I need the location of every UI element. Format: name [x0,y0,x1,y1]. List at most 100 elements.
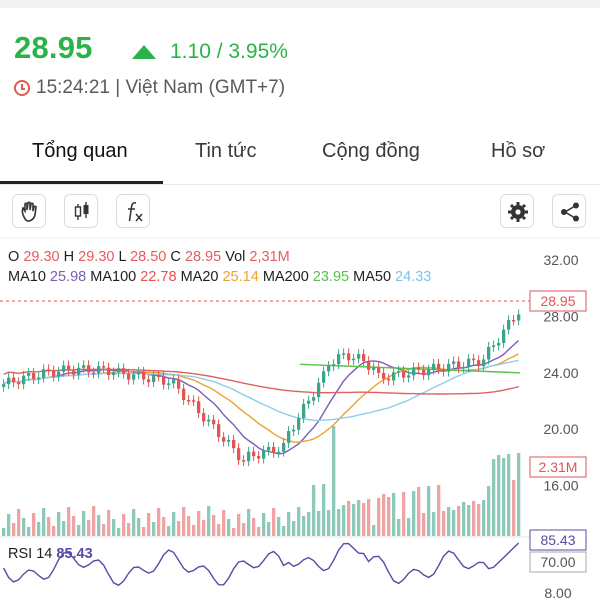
volume-bar [197,511,201,536]
volume-bar [497,455,501,536]
ma100-value: 22.78 [140,269,177,285]
chart-type-button[interactable] [64,194,98,228]
volume-bar [477,504,481,536]
candle-body [362,354,366,362]
ma20-label: MA20 [180,269,219,285]
volume-bar [247,509,251,536]
candle-body [302,403,306,419]
candle-body [62,365,66,372]
ohlc-close: 28.95 [184,249,222,265]
candle-body [417,367,421,370]
share-button[interactable] [552,194,586,228]
candle-body [332,364,336,366]
price-tick-label: 24.00 [543,365,578,381]
volume-bar [37,522,41,536]
candle-body [307,400,311,404]
volume-bar [92,506,96,536]
candle-body [212,419,216,425]
volume-bar [297,507,301,536]
volume-bar [22,518,26,536]
volume-bar [32,513,36,536]
candle-body [507,320,511,330]
volume-bar [172,512,176,536]
volume-bar [2,528,6,536]
tab-overview[interactable]: Tổng quan [32,140,128,162]
candle-body [187,400,191,402]
price-tick-label: 16.00 [543,478,578,494]
volume-bar [462,502,466,536]
candle-body [452,361,456,364]
volume-bar [132,509,136,536]
top-bar [0,0,600,8]
volume-bar [517,453,521,536]
candle-body [92,372,96,374]
draw-tool-button[interactable] [12,194,46,228]
candle-body [257,456,261,459]
ohlc-vol-label: Vol [225,249,246,265]
volume-bar [287,512,291,536]
candle-body [157,375,161,378]
volume-bar [372,525,376,536]
volume-bar [352,504,356,536]
candle-body [292,429,296,432]
tab-community[interactable]: Cộng đồng [322,140,420,162]
ma50-label: MA50 [353,269,392,285]
candle-body [172,379,176,384]
settings-button[interactable] [500,194,534,228]
candle-body [457,361,461,369]
volume-bar [242,523,246,536]
candle-body [472,358,476,361]
function-icon [128,202,143,222]
candle-body [77,367,81,375]
tab-profile[interactable]: Hồ sơ [491,140,546,162]
volume-bar [212,515,216,536]
ma100-line [3,368,519,395]
volume-bar [47,517,51,536]
price-change: 1.10 / 3.95% [132,40,288,64]
volume-bar [467,505,471,536]
candle-body [422,369,426,376]
ma100-label: MA100 [90,269,137,285]
volume-bar [87,520,91,536]
candle-body [37,377,41,380]
candle-body [217,424,221,438]
volume-bar [272,508,276,536]
candle-body [112,372,116,376]
volume-bar [277,517,281,536]
volume-bar [397,519,401,536]
volume-bar [382,494,386,536]
volume-bar [502,458,506,536]
volume-bar [412,491,416,536]
candle-body [337,354,341,365]
candle-body [167,383,171,385]
volume-bar [222,510,226,536]
volume-bar [112,519,116,536]
tab-news[interactable]: Tin tức [195,140,257,162]
volume-bar [437,485,441,536]
indicator-button[interactable] [116,194,150,228]
candle-body [392,372,396,381]
candle-body [22,375,26,385]
candle-body [242,460,246,462]
candle-body [67,365,71,371]
volume-bar [512,480,516,536]
volume-bar [257,527,261,536]
candle-body [122,368,126,374]
volume-bar [192,525,196,536]
clock-icon [14,80,30,96]
candle-body [57,371,61,377]
volume-bar [17,509,21,536]
volume-bar [187,516,191,536]
candle-body [487,346,491,360]
rsi-value: 85.43 [56,546,93,562]
volume-bar [137,518,141,536]
candle-body [407,375,411,378]
candle-body [357,354,361,359]
rsi-legend: RSI 14 85.43 [8,546,93,562]
candle-body [377,367,381,373]
volume-bar [72,516,76,536]
ma-legend: MA10 25.98 MA100 22.78 MA20 25.14 MA200 … [8,269,431,285]
rsi-current-tag [529,529,587,551]
quote-time: 15:24:21 | Việt Nam (GMT+7) [14,77,285,99]
ohlc-c-label: C [170,249,181,265]
